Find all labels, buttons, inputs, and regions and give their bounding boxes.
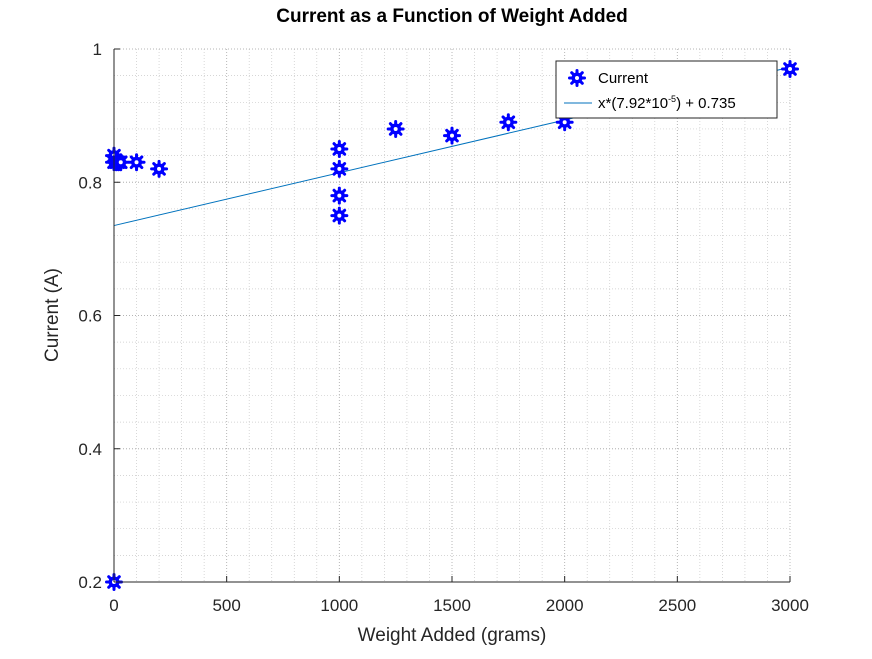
data-point-marker — [330, 186, 349, 205]
data-point-marker — [111, 153, 130, 172]
x-tick-label: 1500 — [433, 596, 471, 615]
legend-fit-exponent: -5 — [668, 94, 676, 104]
data-point-marker — [330, 139, 349, 158]
data-point-marker — [781, 59, 799, 78]
x-tick-label: 1000 — [320, 596, 358, 615]
x-tick-label: 0 — [109, 596, 118, 615]
x-tick-label: 2000 — [546, 596, 584, 615]
legend-label-fit: x*(7.92*10-5) + 0.735 — [598, 94, 736, 112]
data-point-marker — [127, 153, 146, 172]
legend-box — [555, 60, 778, 119]
data-point-marker — [386, 119, 405, 138]
data-point-marker — [499, 113, 518, 132]
y-axis-label: Current (A) — [42, 268, 63, 362]
legend-marker-current — [568, 69, 586, 87]
chart-title: Current as a Function of Weight Added — [276, 6, 628, 27]
y-tick-label: 0.8 — [78, 173, 102, 192]
data-point-marker — [330, 159, 349, 178]
legend-marker-glyph — [568, 69, 586, 87]
y-tick-label: 1 — [93, 40, 102, 59]
legend[interactable]: Current x*(7.92*10-5) + 0.735 — [555, 60, 778, 119]
legend-fit-part-2: ) + 0.735 — [676, 95, 736, 112]
x-tick-label: 500 — [212, 596, 240, 615]
data-point-marker — [555, 113, 574, 132]
x-tick-label: 3000 — [771, 596, 809, 615]
x-tick-label: 2500 — [658, 596, 696, 615]
data-point-marker — [443, 126, 461, 145]
y-tick-label: 0.2 — [78, 573, 102, 592]
tick-layer: 0 500 1000 1500 2000 2500 3000 0.2 0.4 0.6 0.8 1 — [78, 40, 809, 615]
data-point-marker — [150, 159, 169, 178]
legend-fit-part-1: x*(7.92*10 — [598, 95, 668, 112]
y-tick-label: 0.4 — [78, 440, 102, 459]
data-point-marker — [330, 206, 349, 225]
x-axis-label: Weight Added (grams) — [358, 625, 547, 646]
y-tick-label: 0.6 — [78, 307, 102, 326]
legend-label-current: Current — [598, 70, 649, 87]
